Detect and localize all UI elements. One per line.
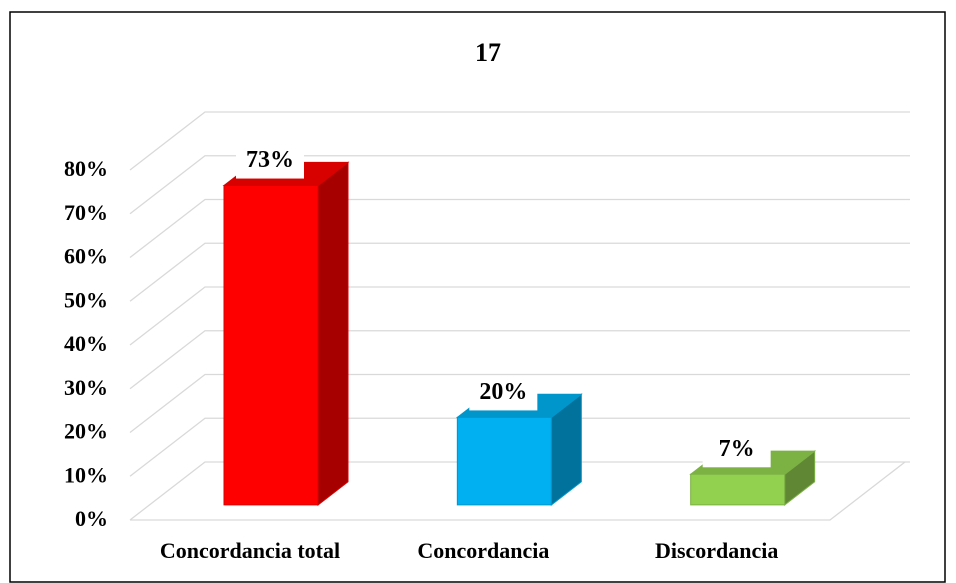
y-tick-label: 70% xyxy=(64,200,108,225)
bar xyxy=(455,393,583,506)
y-tick-label: 10% xyxy=(64,462,108,487)
y-tick-label: 60% xyxy=(64,244,108,269)
grid-line xyxy=(129,111,910,171)
bar-front xyxy=(223,185,319,506)
y-tick-label: 80% xyxy=(64,156,108,181)
grid-line xyxy=(129,461,910,521)
y-tick-label: 20% xyxy=(64,419,108,444)
x-tick-label: Concordancia total xyxy=(160,538,340,563)
value-label: 7% xyxy=(719,436,755,462)
grid-line xyxy=(129,242,910,302)
chart-title: 17 xyxy=(475,38,501,67)
x-tick-label: Concordancia xyxy=(417,538,549,563)
value-label: 73% xyxy=(246,147,294,173)
bar xyxy=(222,161,350,506)
bar-front xyxy=(690,473,786,506)
y-tick-label: 30% xyxy=(64,375,108,400)
value-label-box xyxy=(702,433,771,468)
value-label-box xyxy=(236,144,304,179)
grid-line xyxy=(129,373,910,434)
bar-front xyxy=(456,416,552,506)
y-tick-label: 40% xyxy=(64,331,108,356)
grid-line xyxy=(129,198,910,259)
grid-line xyxy=(129,155,910,215)
grid-line xyxy=(129,286,910,346)
y-tick-label: 0% xyxy=(75,506,108,531)
grid-line xyxy=(129,330,910,390)
value-label: 20% xyxy=(479,379,527,405)
grid-line xyxy=(129,417,910,477)
y-tick-label: 50% xyxy=(64,287,108,312)
value-label-box xyxy=(469,376,538,411)
x-tick-label: Discordancia xyxy=(655,538,778,563)
bar-side xyxy=(317,161,349,506)
floor-edge xyxy=(130,461,906,521)
